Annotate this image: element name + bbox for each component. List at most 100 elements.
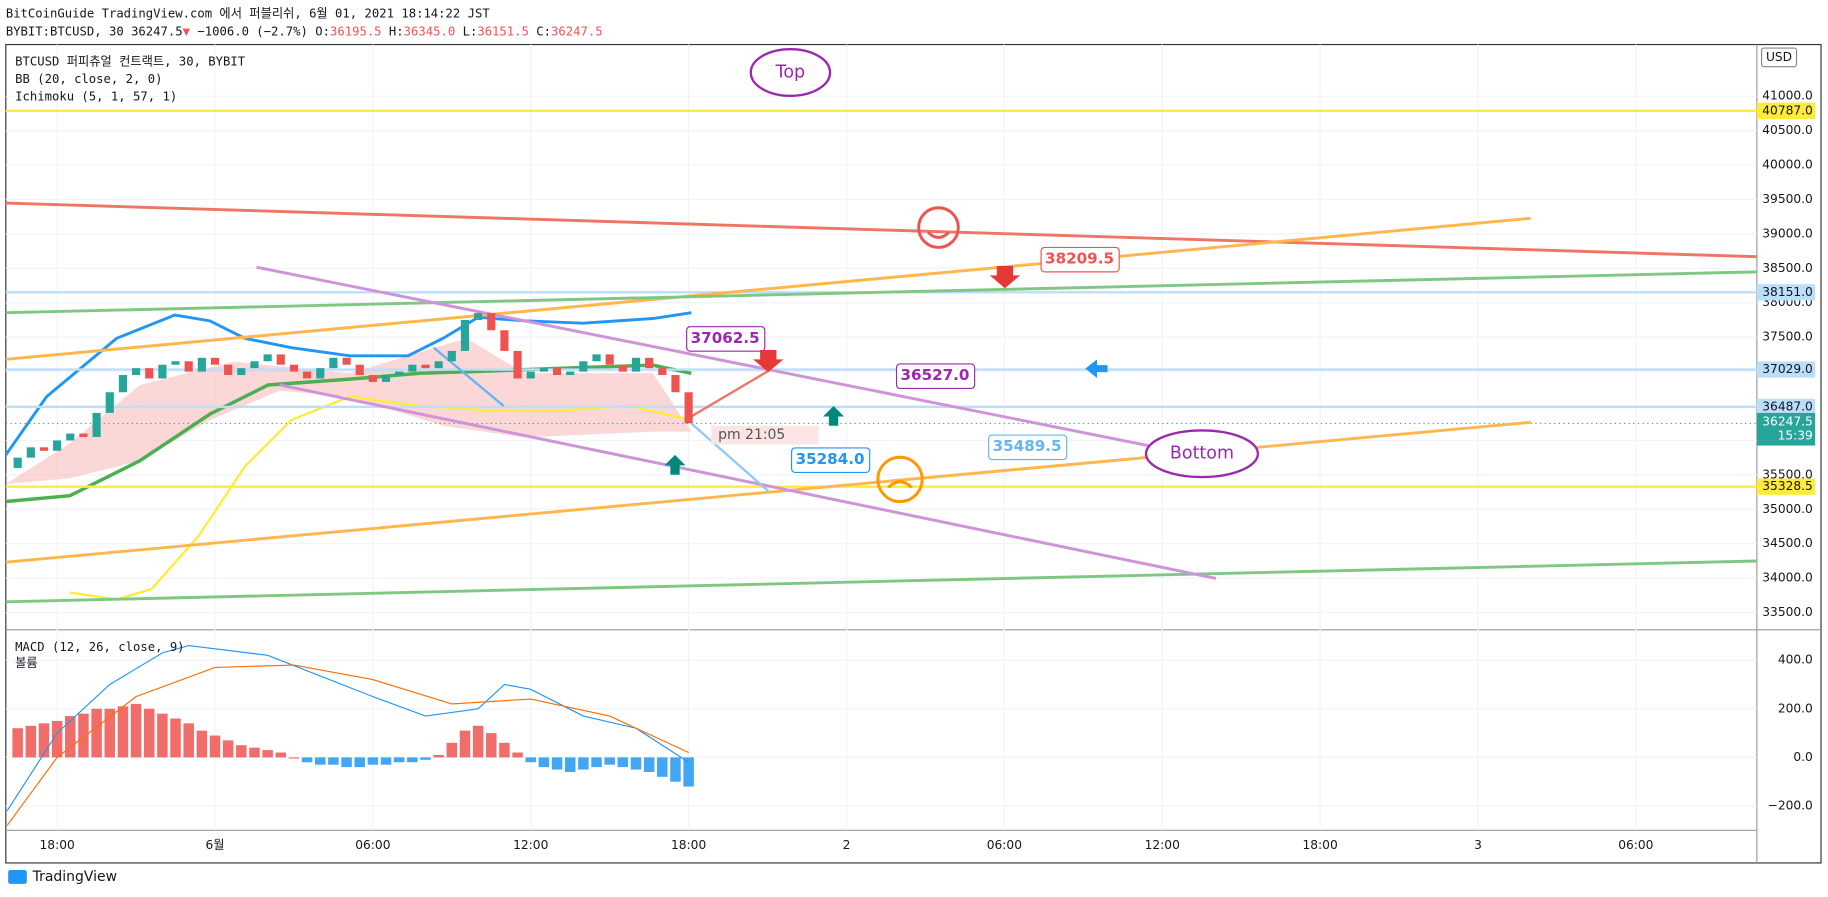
- trend-line: [5, 201, 1757, 259]
- macd-subtitle: 볼륨: [15, 656, 38, 670]
- y-tick-label: 39500.0: [1762, 192, 1813, 206]
- macd-histogram-bar: [315, 757, 326, 765]
- note-text: 35489.5: [993, 437, 1062, 455]
- legend-item: Ichimoku (5, 1, 57, 1): [15, 90, 177, 104]
- macd-histogram-bar: [288, 757, 300, 759]
- macd-histogram-bar: [262, 750, 273, 758]
- bubble: [1144, 429, 1260, 479]
- published-line: BitCoinGuide TradingView.com 에서 퍼블리쉬, 6월…: [6, 7, 491, 21]
- macd-line: [6, 664, 689, 826]
- y-tick-label: 33500.0: [1762, 605, 1813, 619]
- macd-histogram-bar: [104, 708, 116, 758]
- macd-pane: [6, 644, 694, 826]
- candle-body: [105, 392, 114, 413]
- macd-histogram-bar: [657, 757, 668, 777]
- y-tick-label: 38500.0: [1762, 261, 1813, 275]
- macd-histogram-bar: [301, 757, 313, 763]
- macd-histogram-bar: [407, 757, 418, 763]
- candle-body: [79, 433, 88, 437]
- candle-body: [66, 433, 75, 441]
- candle-body: [447, 350, 456, 362]
- macd-histogram-bar: [209, 735, 221, 758]
- candle-body: [276, 354, 285, 365]
- candle-body: [342, 357, 351, 365]
- macd-histogram-bar: [472, 725, 484, 758]
- price-tag: [1756, 478, 1816, 495]
- candles: [13, 313, 693, 468]
- price-tag: [1756, 102, 1816, 120]
- candle-body: [158, 364, 167, 379]
- candle-body: [289, 364, 299, 372]
- x-tick-label: 18:00: [40, 838, 75, 852]
- macd-histogram-bar: [512, 752, 523, 758]
- bubble: [749, 48, 832, 98]
- x-tick-label: 06:00: [1618, 838, 1653, 852]
- x-tick-label: 12:00: [513, 838, 548, 852]
- candle-body: [92, 412, 101, 437]
- macd-histogram-bar: [486, 733, 497, 758]
- currency: USD: [1766, 50, 1792, 64]
- trend-line: [5, 559, 1757, 604]
- candle-body: [500, 330, 509, 351]
- o-label: O:: [315, 24, 330, 38]
- bottom-label: Bottom: [1170, 444, 1234, 464]
- y-tick-label: 41000.0: [1762, 89, 1813, 103]
- macd-histogram-bar: [143, 708, 155, 758]
- price-tag: [1756, 398, 1816, 416]
- price-tag-label: 37029.0: [1762, 362, 1813, 376]
- macd-histogram-bar: [275, 752, 287, 758]
- macd-histogram-bar: [157, 713, 168, 758]
- candle-body: [566, 371, 575, 376]
- candle-body: [210, 357, 220, 365]
- candle-body: [368, 375, 377, 382]
- macd-histogram-bar: [249, 747, 260, 758]
- candle-body: [303, 371, 312, 379]
- note-text: 35284.0: [796, 450, 865, 468]
- macd-line: [6, 644, 689, 812]
- x-tick-label: 06:00: [987, 838, 1022, 852]
- macd-histogram-bar: [525, 757, 536, 763]
- macd-histogram-bar: [683, 757, 694, 787]
- candle-body: [395, 371, 404, 376]
- y-tick-label: 35000.0: [1762, 502, 1813, 516]
- candle-body: [684, 392, 693, 424]
- price-tag: [1756, 361, 1816, 378]
- candle-body: [131, 368, 141, 376]
- candle-body: [631, 357, 641, 372]
- price-note: [791, 447, 871, 473]
- trend-line: [256, 265, 1149, 448]
- arrow-line: [690, 369, 769, 418]
- macd-histogram-bar: [170, 718, 181, 758]
- candle-body: [26, 447, 35, 458]
- x-tick-label: 18:00: [1302, 838, 1337, 852]
- bb-upper: [4, 311, 692, 456]
- macd-histogram-bar: [236, 745, 247, 758]
- macd-histogram-bar: [670, 757, 681, 782]
- price-note: [686, 326, 766, 352]
- l-value: 36151.5: [477, 24, 529, 38]
- price-tag-label: 38151.0: [1762, 285, 1813, 299]
- price-note: [988, 434, 1068, 461]
- candle-body: [592, 354, 601, 362]
- candle-body: [53, 440, 62, 451]
- c-value: 36247.5: [551, 24, 603, 38]
- candle-body: [355, 364, 364, 376]
- y-tick-label: 34500.0: [1762, 536, 1813, 550]
- l-label: L:: [463, 24, 478, 38]
- last-price-label: 36247.5: [1762, 415, 1813, 429]
- macd-histogram-bar: [459, 730, 471, 758]
- countdown: 15:39: [1778, 429, 1813, 443]
- note-text: 38209.5: [1045, 250, 1114, 268]
- candle-body: [658, 368, 667, 376]
- left-arrow: [1085, 359, 1108, 378]
- macd-histogram-bar: [578, 757, 589, 770]
- currency-box: [1760, 47, 1798, 68]
- price-note: [895, 363, 976, 390]
- logo: [8, 869, 27, 884]
- candle-body: [408, 364, 417, 372]
- candle-body: [552, 368, 562, 376]
- y-tick-label: 40500.0: [1762, 123, 1813, 137]
- macd-histogram-bar: [341, 757, 352, 768]
- sad-mouth: [887, 480, 913, 489]
- candle-body: [39, 447, 49, 451]
